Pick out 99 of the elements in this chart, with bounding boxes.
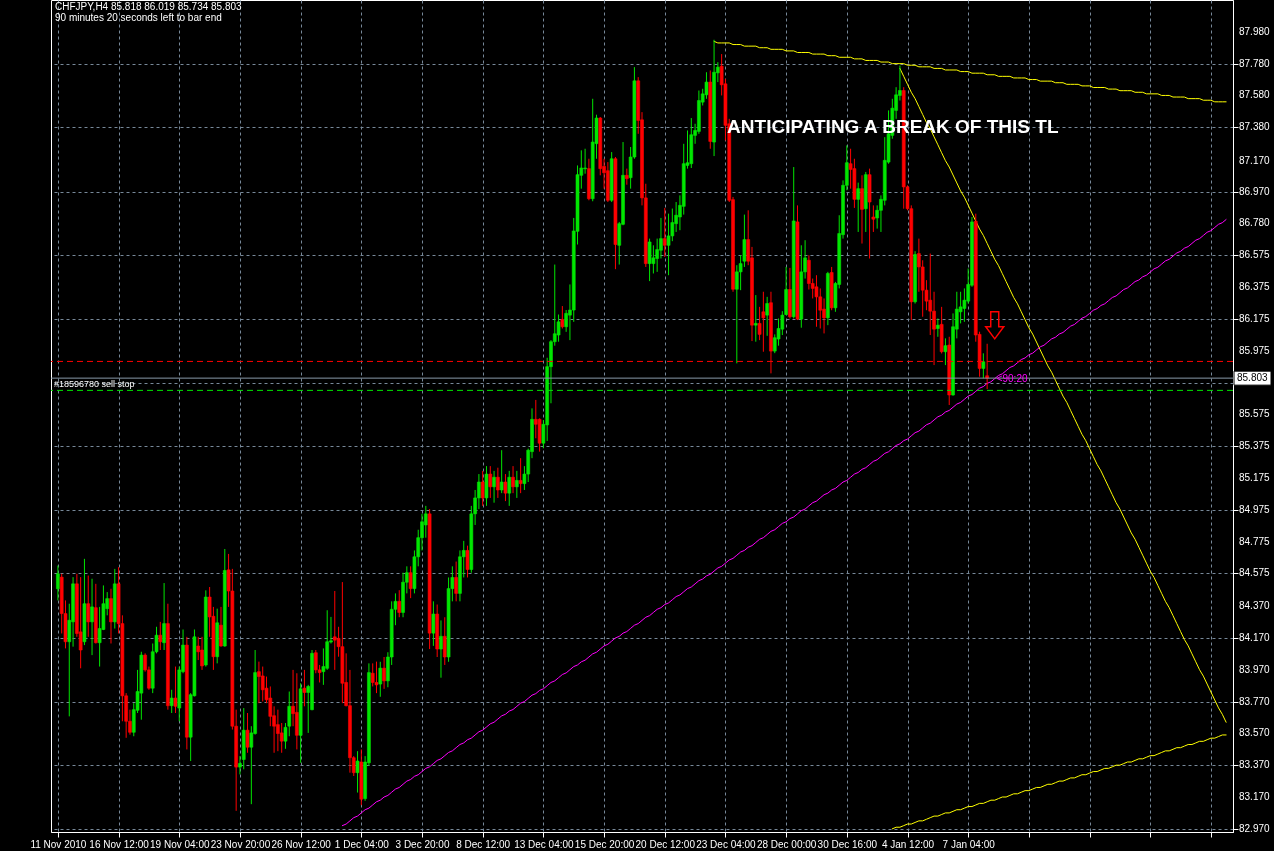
y-tick-label: 86.970 [1239, 186, 1271, 198]
candlestick [465, 545, 470, 578]
candlestick [378, 661, 383, 698]
candlestick [245, 712, 250, 754]
candlestick [332, 590, 337, 671]
candlestick [761, 291, 766, 353]
candlestick [662, 207, 667, 258]
candlestick [431, 600, 436, 647]
y-tick-label: 87.580 [1239, 89, 1271, 101]
y-tick-label: 84.775 [1239, 535, 1271, 547]
candlestick [560, 305, 565, 329]
candlestick [454, 561, 458, 602]
y-tick-label: 84.170 [1239, 631, 1271, 643]
candlestick [503, 473, 508, 502]
candlestick [753, 294, 758, 343]
candlestick [499, 449, 504, 494]
candlestick [518, 457, 523, 494]
x-tick-label: 23 Dec 04:00 [696, 838, 757, 850]
candlestick [480, 470, 485, 507]
y-tick-label: 83.970 [1239, 663, 1271, 675]
x-tick-label: 13 Dec 04:00 [514, 838, 575, 850]
y-tick-label: 86.575 [1239, 249, 1271, 261]
y-tick-label: 85.175 [1239, 472, 1271, 484]
x-tick-label: 30 Dec 16:00 [817, 838, 878, 850]
candlestick [814, 274, 819, 328]
candlestick [260, 666, 265, 702]
candlestick [169, 689, 174, 714]
x-tick-label: 20 Dec 12:00 [635, 838, 696, 850]
y-tick-label: 85.975 [1239, 344, 1271, 356]
y-tick-label: 87.170 [1239, 154, 1271, 166]
candlestick [90, 578, 94, 656]
candlestick [860, 174, 864, 245]
line-series [891, 734, 1227, 830]
x-tick-label: 11 Nov 2010 [30, 838, 87, 850]
candlestick [302, 669, 307, 707]
x-tick-label: 1 Dec 04:00 [334, 838, 390, 850]
x-tick-label: 4 Jan 12:00 [881, 838, 935, 850]
x-tick-label: 26 Nov 12:00 [271, 838, 332, 850]
x-tick-label: 8 Dec 12:00 [456, 838, 511, 850]
candlestick [382, 656, 386, 690]
y-tick-label: 83.570 [1239, 727, 1271, 739]
candlestick [856, 182, 860, 233]
candlestick [492, 470, 496, 504]
candlestick [56, 565, 60, 601]
candlestick [515, 470, 519, 499]
y-tick-label: 83.370 [1239, 759, 1271, 771]
y-tick-label: 85.375 [1239, 440, 1271, 452]
y-tick-label: 85.575 [1239, 408, 1271, 420]
y-tick-label: 86.780 [1239, 216, 1271, 228]
ref-line-label: #18596780 sell stop [54, 379, 135, 390]
candlestick [158, 621, 163, 651]
annotation: <90:20 [996, 372, 1028, 384]
candlestick [78, 576, 83, 669]
y-tick-label: 84.370 [1239, 600, 1271, 612]
candlestick [276, 709, 280, 752]
y-tick-label: 82.970 [1239, 822, 1271, 834]
candlestick [943, 337, 948, 366]
candlestick [97, 606, 102, 668]
x-tick-label: 3 Dec 20:00 [395, 838, 450, 850]
candlestick [583, 148, 587, 175]
candlestick [496, 467, 500, 499]
candlestick [488, 465, 493, 499]
candlestick [374, 661, 379, 694]
candlestick [647, 238, 652, 282]
candlestick [173, 666, 178, 714]
line-series [341, 219, 1227, 827]
candlestick [200, 636, 204, 671]
candlestick [109, 588, 113, 644]
candlestick [397, 589, 402, 618]
candlestick [257, 661, 261, 704]
y-tick-label: 83.770 [1239, 695, 1271, 707]
line-series [713, 40, 1227, 103]
candlestick [765, 296, 769, 337]
x-tick-label: 16 Nov 12:00 [89, 838, 150, 850]
y-tick-label: 86.175 [1239, 312, 1271, 324]
y-tick-label: 87.380 [1239, 121, 1271, 133]
candlestick [162, 582, 166, 651]
text: 90 minutes 20 seconds left to bar end [55, 12, 222, 23]
x-tick-label: 19 Nov 04:00 [150, 838, 210, 850]
chart-title: CHFJPY,H4 85.818 86.019 85.734 85.803 [55, 1, 243, 12]
candlestick [219, 606, 223, 648]
x-tick-label: 28 Dec 00:00 [756, 838, 817, 850]
ref-line-label: 85.803 [1237, 372, 1269, 384]
y-tick-label: 83.170 [1239, 791, 1271, 802]
candlestick [666, 213, 671, 276]
y-tick-label: 87.980 [1239, 25, 1271, 37]
y-tick-label: 84.575 [1239, 567, 1271, 579]
candlestick [439, 619, 443, 679]
x-tick-label: 23 Nov 20:00 [210, 838, 271, 850]
candlestick [507, 470, 512, 507]
x-tick-label: 15 Dec 20:00 [574, 838, 635, 850]
y-tick-label: 86.375 [1239, 281, 1271, 293]
candlestick [981, 352, 986, 379]
candlestick [484, 465, 489, 507]
candlestick [511, 465, 515, 494]
candlestick [86, 575, 91, 638]
y-tick-label: 84.975 [1239, 503, 1271, 515]
y-tick-label: 87.780 [1239, 57, 1271, 69]
x-tick-label: 7 Jan 04:00 [942, 838, 996, 850]
